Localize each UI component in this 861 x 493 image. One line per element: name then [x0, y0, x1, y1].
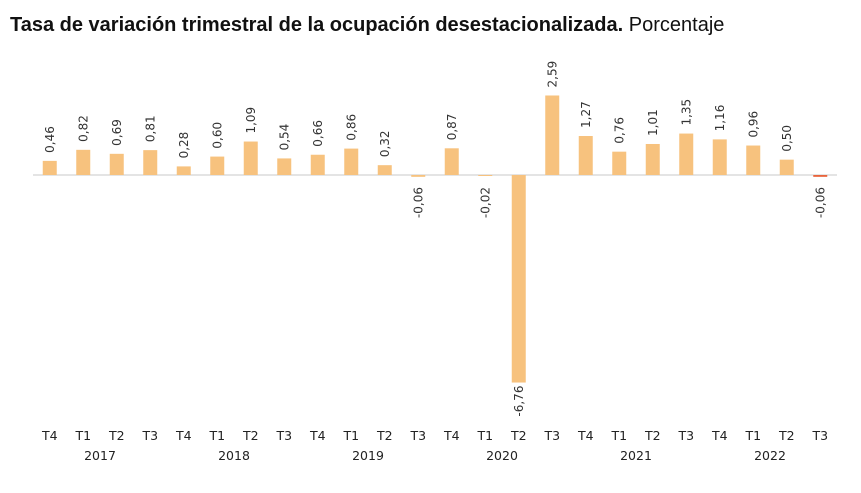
x-tick-label: T1 [744, 428, 761, 443]
x-tick-label: T1 [610, 428, 627, 443]
data-label: 0,46 [43, 126, 57, 153]
x-tick-label: T4 [711, 428, 728, 443]
chart-title: Tasa de variación trimestral de la ocupa… [10, 14, 724, 37]
bar-t4-20 [712, 139, 727, 175]
x-tick-label: T3 [543, 428, 560, 443]
data-label: 0,50 [780, 125, 794, 152]
bar-t2-14 [511, 175, 526, 383]
x-tick-label: T3 [409, 428, 426, 443]
year-label-2018: 2018 [218, 448, 250, 463]
bar-t2-22 [779, 159, 794, 175]
bar-t3-3 [143, 150, 158, 175]
data-label: 0,32 [378, 130, 392, 157]
bar-t1-9 [344, 148, 359, 175]
bar-t2-2 [109, 153, 124, 175]
data-label: 1,01 [646, 109, 660, 136]
x-tick-label: T2 [510, 428, 527, 443]
bar-t3-15 [545, 95, 560, 175]
x-tick-label: T3 [141, 428, 158, 443]
bar-t4-16 [578, 136, 593, 175]
x-tick-label: T4 [175, 428, 192, 443]
x-tick-label: T1 [476, 428, 493, 443]
bar-t3-7 [277, 158, 292, 175]
x-tick-label: T3 [275, 428, 292, 443]
bar-t1-5 [210, 156, 225, 175]
data-label: 0,87 [445, 114, 459, 141]
chart-title-bold: Tasa de variación trimestral de la ocupa… [10, 14, 624, 36]
x-tick-label: T1 [74, 428, 91, 443]
data-label: 0,54 [277, 124, 291, 151]
bar-t2-10 [377, 165, 392, 175]
data-label: 0,86 [344, 114, 358, 141]
bar-t4-8 [310, 154, 325, 175]
x-tick-label: T2 [644, 428, 661, 443]
bar-t4-0 [42, 160, 57, 175]
year-label-2017: 2017 [84, 448, 116, 463]
data-label: -0,06 [813, 187, 827, 218]
bar-t4-12 [444, 148, 459, 175]
data-label: 0,28 [177, 132, 191, 159]
x-tick-label: T2 [778, 428, 795, 443]
data-label: -0,06 [411, 187, 425, 218]
data-label: -0,02 [478, 187, 492, 218]
chart-title-unit: Porcentaje [628, 14, 725, 36]
bar-t2-18 [645, 143, 660, 175]
bar-t1-1 [76, 149, 91, 175]
data-label: 1,27 [579, 101, 593, 128]
data-label: -6,76 [512, 386, 526, 417]
x-tick-label: T1 [342, 428, 359, 443]
data-label: 0,76 [612, 117, 626, 144]
year-label-2020: 2020 [486, 448, 518, 463]
bar-t1-21 [746, 145, 761, 175]
x-tick-label: T4 [309, 428, 326, 443]
bar-t1-13 [478, 175, 493, 176]
x-tick-label: T4 [41, 428, 58, 443]
x-tick-label: T4 [577, 428, 594, 443]
x-tick-label: T4 [443, 428, 460, 443]
data-label: 1,16 [713, 105, 727, 132]
x-tick-label: T2 [242, 428, 259, 443]
bar-t3-11 [411, 175, 426, 177]
data-label: 0,66 [311, 120, 325, 147]
bar-t1-17 [612, 151, 627, 175]
year-label-2021: 2021 [620, 448, 652, 463]
data-label: 2,59 [545, 61, 559, 88]
x-tick-label: T1 [208, 428, 225, 443]
bar-t2-6 [243, 141, 258, 175]
data-label: 0,82 [76, 115, 90, 142]
x-tick-label: T2 [376, 428, 393, 443]
data-label: 0,69 [110, 119, 124, 146]
bar-t3-19 [679, 133, 694, 175]
data-label: 0,81 [143, 115, 157, 142]
year-label-2019: 2019 [352, 448, 384, 463]
x-tick-label: T3 [677, 428, 694, 443]
data-label: 1,09 [244, 107, 258, 134]
data-label: 0,60 [210, 122, 224, 149]
bar-t3-23 [813, 175, 828, 177]
data-label: 1,35 [679, 99, 693, 126]
x-tick-label: T3 [811, 428, 828, 443]
data-label: 0,96 [746, 111, 760, 138]
bar-t4-4 [176, 166, 191, 175]
x-tick-label: T2 [108, 428, 125, 443]
year-label-2022: 2022 [754, 448, 786, 463]
